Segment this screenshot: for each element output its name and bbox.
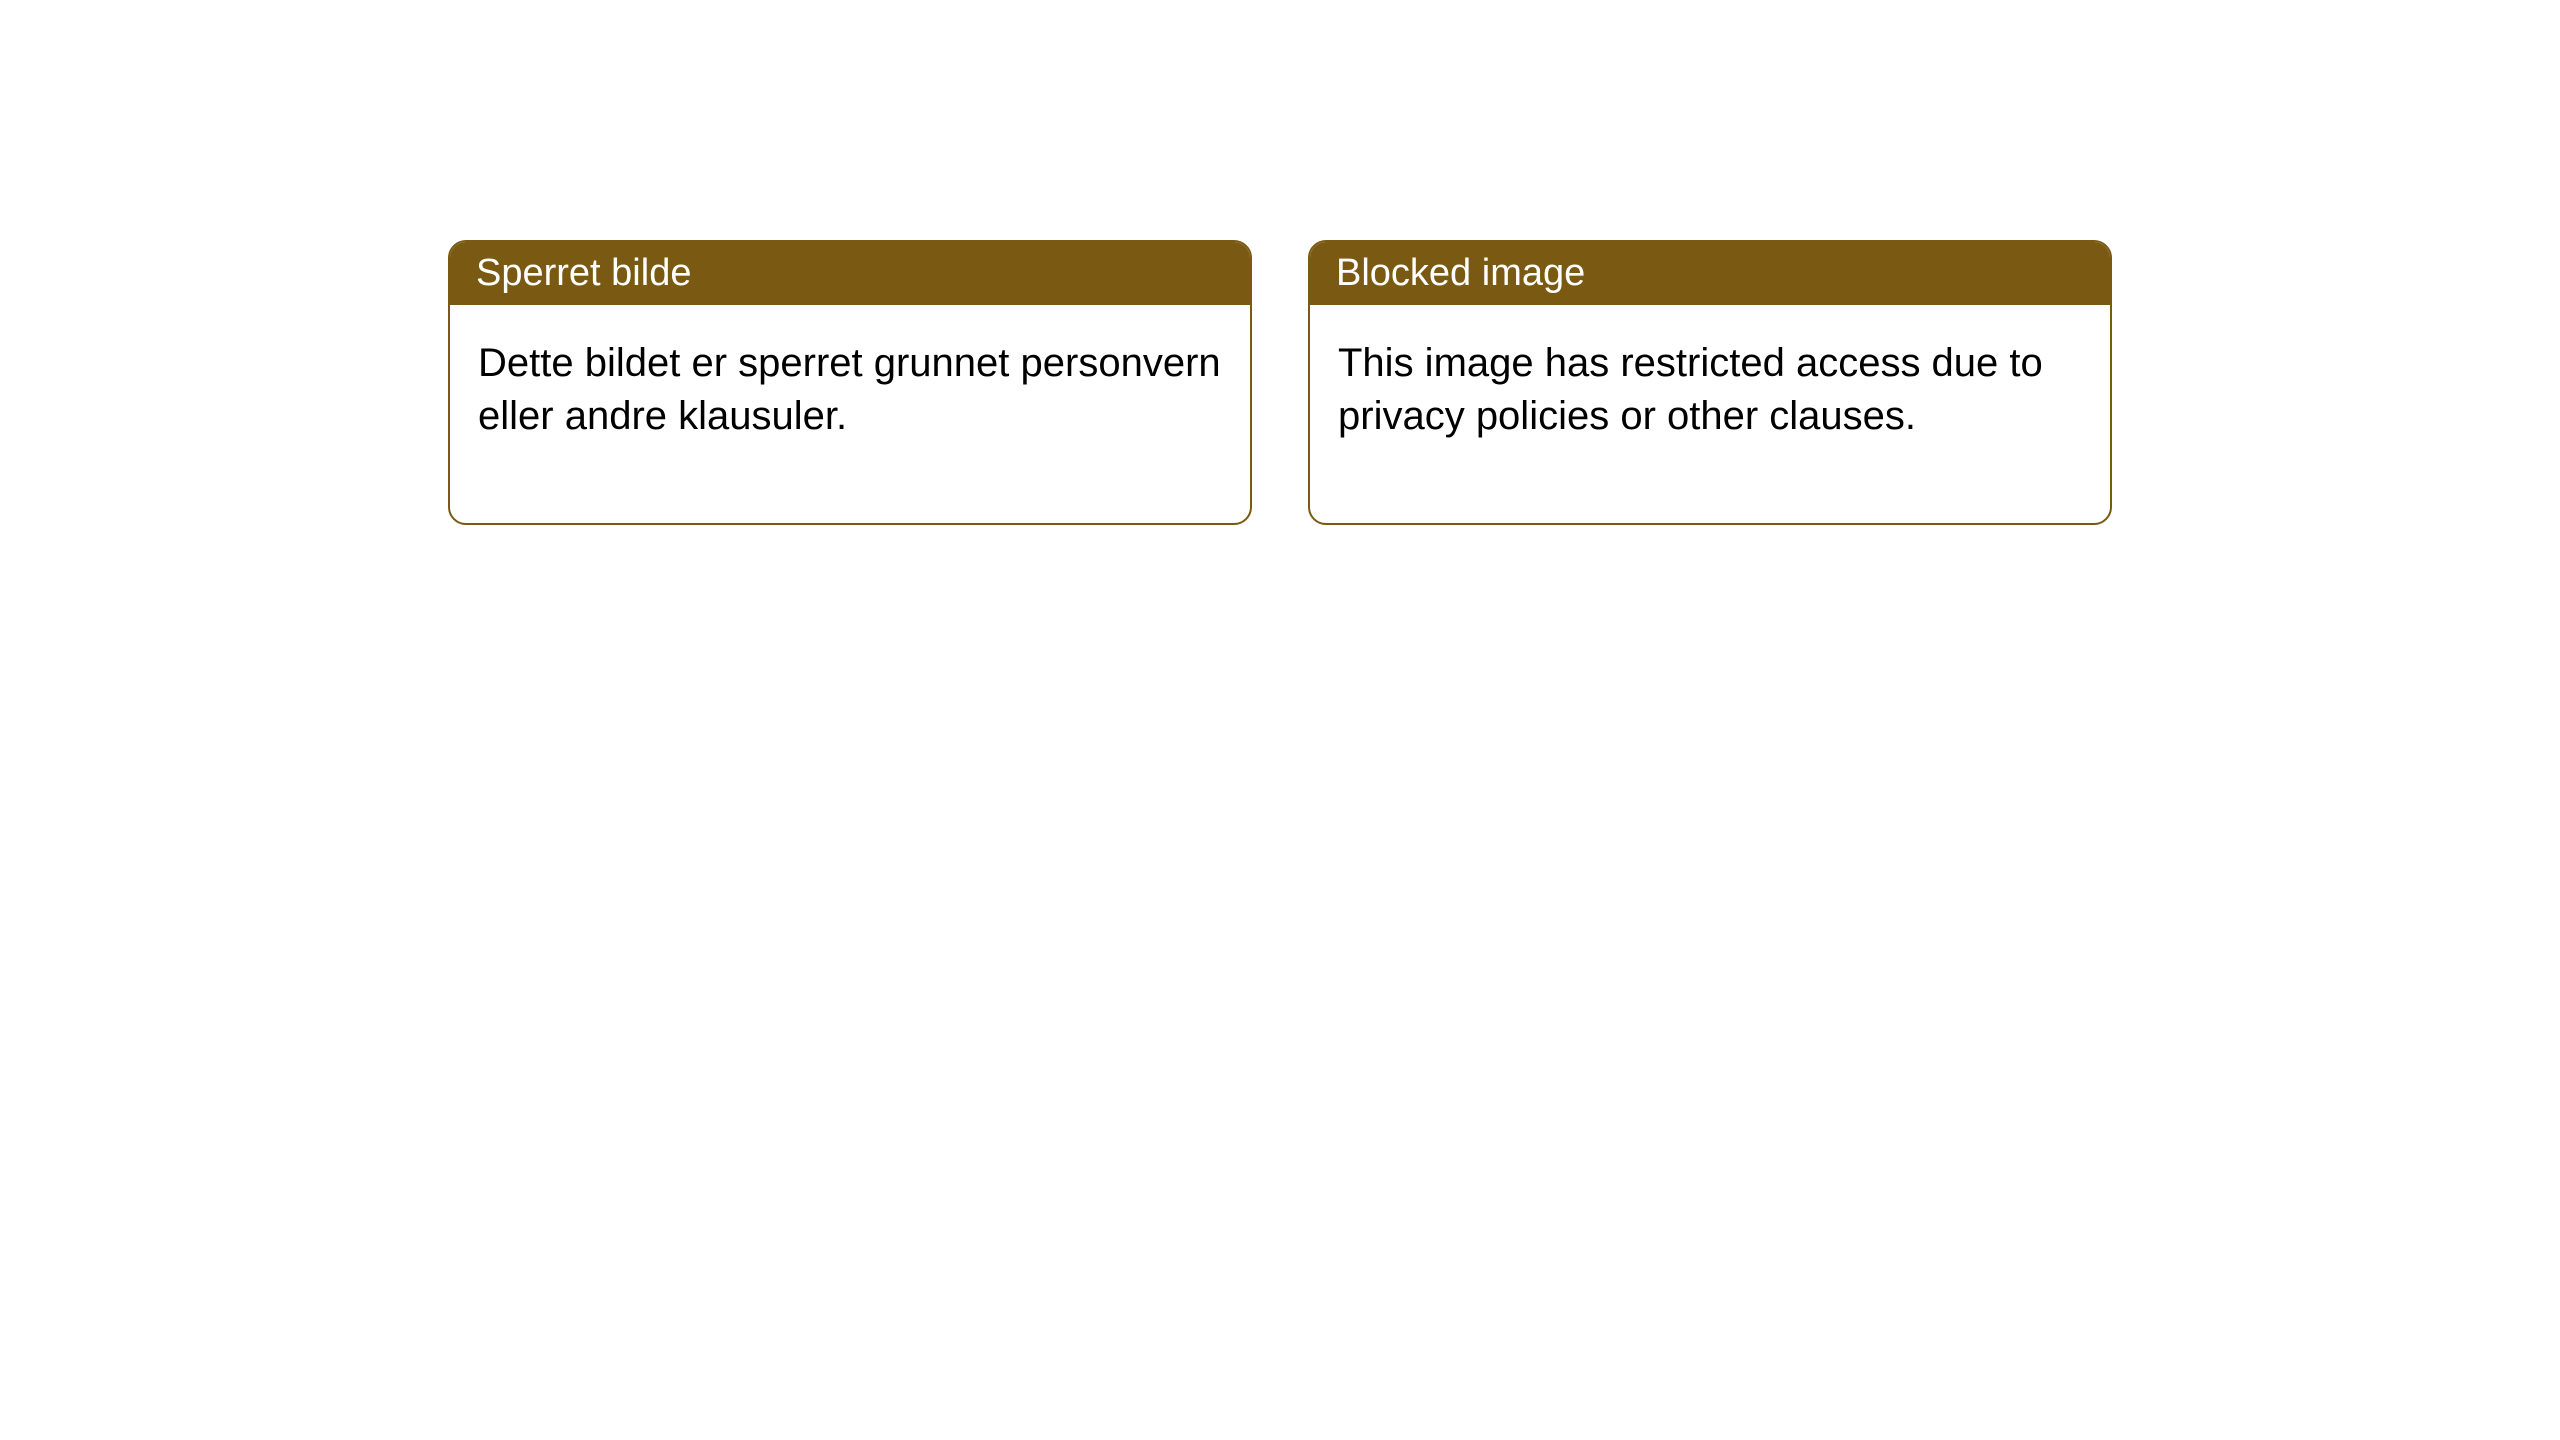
notice-header: Blocked image	[1310, 242, 2110, 305]
notice-body: Dette bildet er sperret grunnet personve…	[450, 305, 1250, 523]
notice-box-norwegian: Sperret bilde Dette bildet er sperret gr…	[448, 240, 1252, 525]
notice-box-english: Blocked image This image has restricted …	[1308, 240, 2112, 525]
notice-container: Sperret bilde Dette bildet er sperret gr…	[0, 0, 2560, 525]
notice-body: This image has restricted access due to …	[1310, 305, 2110, 523]
notice-header: Sperret bilde	[450, 242, 1250, 305]
